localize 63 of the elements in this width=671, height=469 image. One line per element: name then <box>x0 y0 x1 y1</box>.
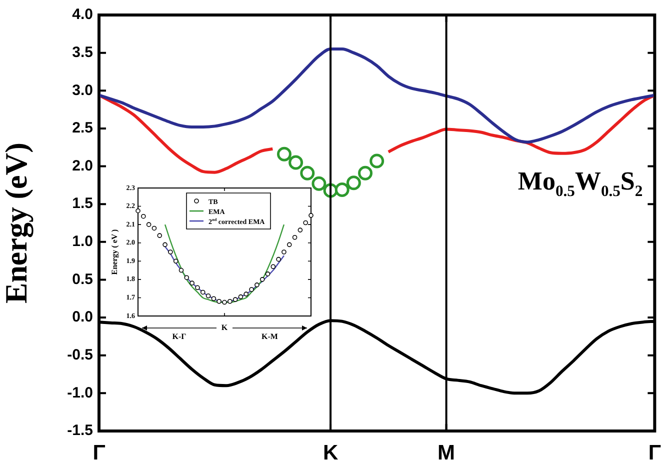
y-tick-label: 3.5 <box>72 44 93 61</box>
point <box>254 282 260 288</box>
y-tick-label: 2.5 <box>72 120 93 137</box>
point <box>195 285 200 290</box>
x-tick-label: K <box>322 441 338 464</box>
point <box>244 292 249 296</box>
point <box>238 294 244 300</box>
line-series <box>98 48 656 144</box>
y-tick-label: 0.5 <box>72 270 93 288</box>
point <box>370 154 384 168</box>
y-tick-label: -0.5 <box>67 346 93 364</box>
point <box>286 242 292 248</box>
point <box>265 272 270 276</box>
point <box>222 300 227 305</box>
y-tick-label: 0.0 <box>72 308 93 326</box>
point <box>358 166 373 180</box>
point <box>312 176 326 191</box>
y-axis-title: Energy (eV) <box>0 142 34 304</box>
point <box>157 233 162 238</box>
point <box>152 226 157 231</box>
y-tick-label: 3.0 <box>72 82 93 99</box>
y-tick-label: 1.5 <box>72 195 93 212</box>
x-tick-label: K <box>221 322 228 332</box>
point <box>308 213 314 218</box>
point <box>276 256 281 262</box>
point <box>162 242 168 248</box>
y-tick-label: 4.0 <box>72 6 93 24</box>
point <box>288 155 304 170</box>
y-tick-label: -1.5 <box>67 422 93 440</box>
point <box>216 298 222 304</box>
x-tick-label: Γ <box>648 441 662 464</box>
point <box>282 250 286 254</box>
y-tick-label: 1.0 <box>72 233 93 250</box>
point <box>200 290 206 295</box>
point <box>190 280 194 286</box>
point <box>168 250 173 254</box>
x-tick-label: Γ <box>92 441 106 464</box>
point <box>292 234 298 240</box>
point <box>184 275 190 280</box>
annotation: K-Γ <box>172 332 186 341</box>
annotation: K-M <box>262 332 278 341</box>
point <box>146 222 152 227</box>
point <box>232 297 238 302</box>
point <box>300 166 315 180</box>
x-tick-label: M <box>438 441 456 464</box>
y-tick-label: 2.0 <box>72 157 93 174</box>
point <box>346 176 361 190</box>
point <box>260 277 265 282</box>
y-axis-title: Energy ( eV ) <box>110 228 119 275</box>
point <box>136 208 140 214</box>
point <box>228 298 232 304</box>
point <box>276 146 292 162</box>
point <box>211 296 216 302</box>
point <box>173 258 178 264</box>
point <box>141 214 146 219</box>
point <box>298 228 303 232</box>
point <box>178 268 184 273</box>
point <box>270 264 276 270</box>
point <box>249 287 254 292</box>
y-tick-label: -1.0 <box>67 384 93 402</box>
point <box>206 293 211 298</box>
point <box>303 220 308 226</box>
point <box>334 182 350 197</box>
